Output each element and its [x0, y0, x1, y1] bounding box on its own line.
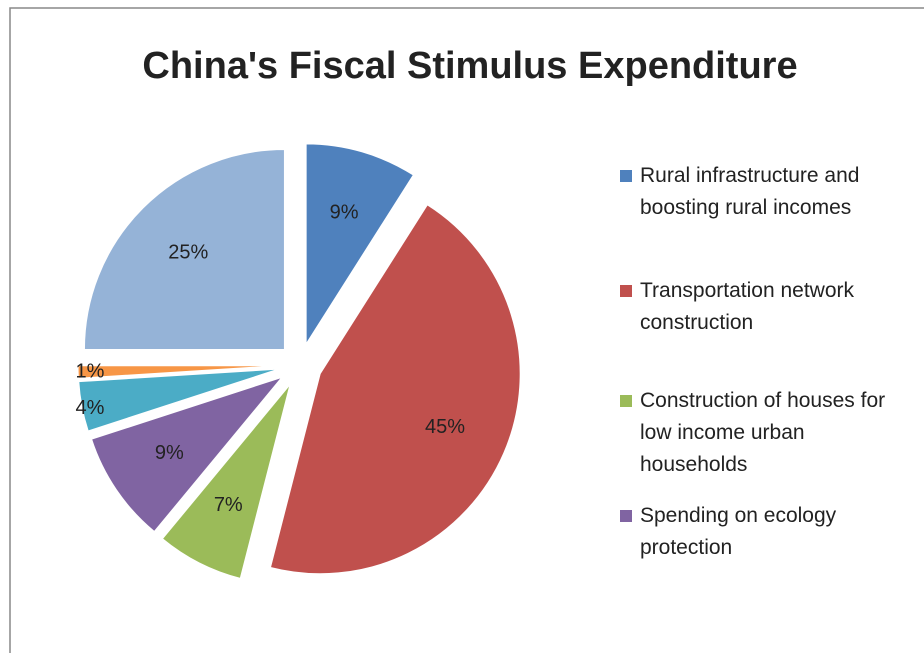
pie-slice: [305, 143, 414, 346]
legend-label: Spending on ecology protection: [640, 504, 837, 559]
data-label: 7%: [214, 494, 243, 516]
pie-slice: [78, 368, 279, 432]
data-label: 9%: [330, 202, 359, 224]
legend-swatch: [620, 170, 632, 182]
legend-swatch: [620, 510, 632, 522]
legend-swatch: [620, 285, 632, 297]
legend-label: Construction of houses for low income ur…: [640, 389, 886, 476]
legend-swatch: [620, 395, 632, 407]
chart-title: China's Fiscal Stimulus Expenditure: [142, 45, 797, 87]
data-label: 4%: [76, 397, 105, 419]
data-label: 1%: [76, 361, 105, 383]
data-label: 45%: [425, 416, 465, 438]
data-label: 9%: [155, 442, 184, 464]
pie-slice: [90, 376, 284, 533]
pie-slice: [161, 384, 291, 579]
legend-label: Transportation network construction: [640, 279, 854, 334]
legend-label: Rural infrastructure and boosting rural …: [640, 164, 860, 219]
data-label: 25%: [168, 242, 208, 264]
pie-slice: [83, 148, 285, 350]
pie-slice: [269, 204, 521, 575]
pie-slice: [77, 365, 279, 379]
